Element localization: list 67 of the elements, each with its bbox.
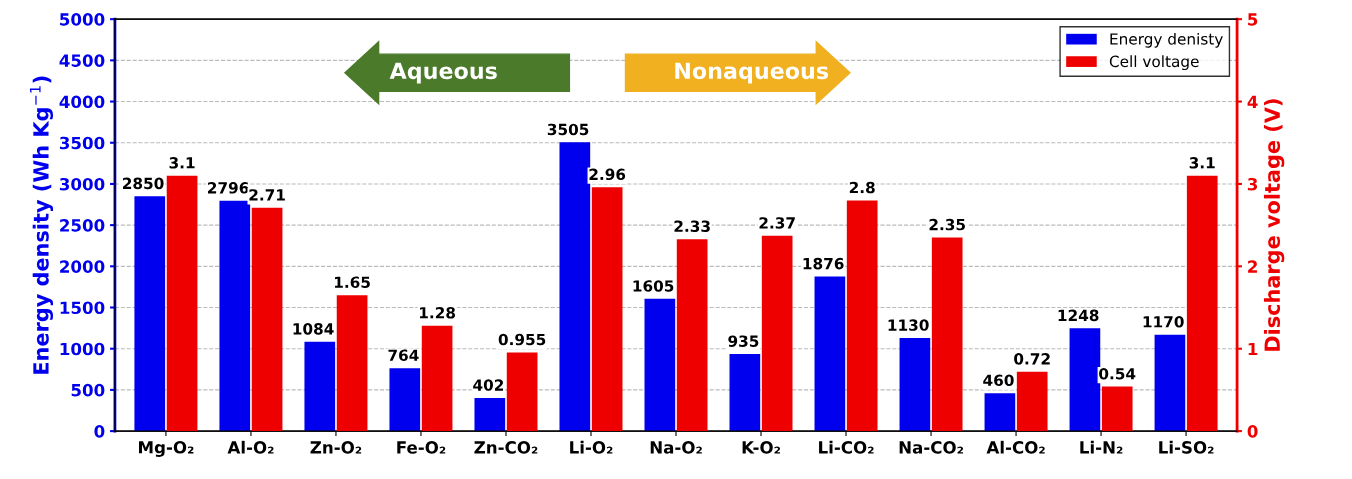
x-tick-label: Li-SO₂	[1159, 440, 1214, 454]
data-label: 1084	[293, 323, 334, 335]
y2-tick-label: 5	[1248, 13, 1258, 26]
x-tick-label: Zn-O₂	[310, 441, 362, 454]
legend-label: Cell voltage	[1109, 55, 1199, 71]
data-label: 2.8	[849, 181, 875, 194]
x-tick-label: Na-CO₂	[899, 441, 964, 454]
data-label: 2.37	[759, 217, 795, 229]
data-label: 1605	[633, 280, 674, 292]
y-tick-label: 1500	[60, 301, 105, 315]
x-tick-label: Na-O₂	[650, 441, 702, 454]
data-label: 1130	[888, 319, 929, 331]
data-label: 764	[388, 349, 419, 362]
y2-axis-title: Discharge voltage (V)	[1263, 99, 1285, 351]
legend-label: Energy denisty	[1110, 32, 1223, 48]
y2-tick-label: 3	[1247, 177, 1258, 191]
y-tick-label: 500	[71, 383, 105, 397]
y-axis-title: Energy density (Wh Kg$^{−1}$)	[29, 76, 54, 374]
data-label: 2.71	[249, 189, 285, 201]
y-tick-label: 0	[94, 425, 105, 438]
data-label: 2.96	[589, 168, 626, 181]
y-tick-label: 2500	[60, 219, 105, 232]
data-label: 2796	[208, 182, 249, 194]
data-label: 3505	[547, 123, 589, 136]
data-label: 3.1	[169, 157, 195, 169]
y-tick-label: 5000	[60, 13, 105, 26]
data-label: 0.72	[1014, 353, 1050, 365]
x-tick-label: K-O₂	[742, 441, 780, 454]
x-tick-label: Zn-CO₂	[474, 441, 538, 454]
data-label: 3.1	[1189, 157, 1215, 169]
x-tick-label: Mg-O₂	[139, 440, 194, 457]
y-tick-label: 2000	[60, 260, 105, 273]
y2-tick-label: 0	[1247, 425, 1258, 438]
x-tick-label: Al-CO₂	[986, 440, 1045, 454]
data-label: 0.54	[1099, 367, 1136, 380]
data-label: 1170	[1143, 316, 1184, 328]
data-label: 1876	[803, 257, 844, 270]
y-tick-label: 4000	[59, 95, 105, 109]
y2-tick-label: 1	[1248, 342, 1258, 356]
data-label: 2.35	[929, 218, 965, 231]
x-tick-label: Li-O₂	[570, 440, 613, 454]
bar	[761, 235, 793, 432]
data-label: 1248	[1058, 309, 1099, 322]
x-tick-label: Li-N₂	[1080, 440, 1123, 454]
y-tick-label: 4500	[59, 54, 105, 67]
y2-tick-label: 4	[1247, 95, 1258, 108]
x-tick-label: Li-CO₂	[819, 440, 874, 454]
bar	[931, 237, 963, 432]
data-label: 460	[983, 374, 1014, 387]
y-tick-label: 3500	[59, 136, 105, 150]
y-tick-label: 3000	[59, 177, 105, 191]
data-label: 1.65	[334, 276, 370, 289]
y-tick-label: 1000	[60, 342, 105, 356]
data-label: 935	[728, 335, 759, 347]
bar	[506, 352, 538, 432]
y2-tick-label: 2	[1248, 260, 1257, 273]
x-tick-label: Al-O₂	[227, 440, 274, 454]
data-label: 2.33	[674, 220, 710, 233]
data-label: 2850	[123, 177, 164, 190]
annotation: Nonaqueous	[675, 62, 829, 84]
bar	[1186, 175, 1218, 432]
bar	[1069, 328, 1101, 432]
data-label: 402	[473, 379, 504, 391]
data-label: 0.955	[498, 333, 546, 346]
data-label: 1.28	[419, 306, 456, 319]
x-tick-label: Fe-O₂	[397, 441, 446, 454]
annotation: Aqueous	[389, 62, 497, 84]
